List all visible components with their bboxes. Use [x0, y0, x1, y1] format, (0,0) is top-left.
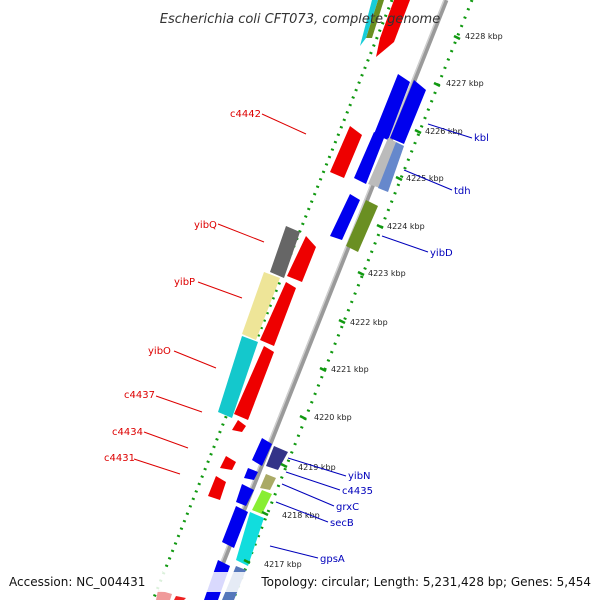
gene-label-kbl[interactable]: kbl [474, 133, 489, 144]
gene-label-yibD[interactable]: yibD [430, 248, 453, 259]
gene-c4434[interactable] [220, 456, 236, 470]
scale-tick-marks [243, 34, 461, 565]
gene-yibO-cyan[interactable] [218, 336, 258, 418]
gene-teal-top[interactable] [360, 0, 378, 46]
gene-label-grxC[interactable]: grxC [336, 502, 359, 513]
gene-yibN-a[interactable] [252, 438, 272, 466]
tick-label: 4220 kbp [314, 413, 352, 422]
gene-tdh-grey[interactable] [368, 138, 396, 188]
gene-grxC-a[interactable] [236, 484, 254, 506]
gene-label-c4434[interactable]: c4434 [112, 427, 143, 438]
gene-label-yibQ[interactable]: yibQ [194, 220, 217, 231]
topology-text: Topology: circular; Length: 5,231,428 bp… [260, 575, 591, 589]
tick-label: 4218 kbp [282, 511, 320, 520]
gene-c4431[interactable] [208, 476, 226, 500]
gene-label-c4437[interactable]: c4437 [124, 390, 155, 401]
gene-secB-lime[interactable] [252, 490, 272, 514]
gene-red-top[interactable] [376, 0, 410, 57]
tick-label: 4223 kbp [368, 269, 406, 278]
gene-yibP-yellow[interactable] [242, 272, 280, 340]
gene-yibO-red[interactable] [234, 346, 274, 420]
gene-bottom-pink[interactable] [156, 590, 172, 600]
tick-label: 4219 kbp [298, 463, 336, 472]
gene-bottom-red[interactable] [174, 596, 186, 600]
gene-yibQ-red[interactable] [287, 236, 316, 282]
gene-c4437[interactable] [232, 420, 246, 432]
gene-tdh-a[interactable] [354, 132, 384, 184]
gene-olive-top[interactable] [366, 0, 384, 38]
forward-gene-labels: kbl tdh yibD yibN c4435 grxC secB gpsA [320, 133, 489, 565]
forward-leader-lines [269, 123, 473, 559]
gene-label-secB[interactable]: secB [330, 518, 354, 529]
gene-label-yibP[interactable]: yibP [174, 277, 195, 288]
gene-yibP-red[interactable] [260, 282, 296, 346]
tick-label: 4224 kbp [387, 222, 425, 231]
reverse-gene-labels: c4442 yibQ yibP yibO c4437 c4434 c4431 [104, 109, 261, 464]
tick-label: 4217 kbp [264, 560, 302, 569]
accession-text: Accession: NC_004431 [9, 575, 145, 589]
gene-label-tdh[interactable]: tdh [454, 186, 471, 197]
gene-yibN-purple[interactable] [266, 446, 288, 470]
gene-label-c4431[interactable]: c4431 [104, 453, 135, 464]
gene-kbl-a[interactable] [374, 74, 410, 140]
gene-yibD-olive[interactable] [346, 200, 378, 252]
gene-c4435-a[interactable] [244, 468, 258, 480]
tick-label: 4222 kbp [350, 318, 388, 327]
map-title: Escherichia coli CFT073, complete genome [160, 12, 440, 27]
gene-secB-a[interactable] [222, 506, 248, 548]
reverse-leader-lines [133, 113, 307, 475]
gene-kbl-b[interactable] [390, 80, 426, 144]
gene-tdh-steel[interactable] [378, 142, 404, 192]
gene-c4435-khaki[interactable] [260, 474, 276, 490]
gene-label-yibN[interactable]: yibN [348, 471, 371, 482]
gene-label-c4442[interactable]: c4442 [230, 109, 261, 120]
tick-label: 4226 kbp [425, 127, 463, 136]
gene-c4442[interactable] [330, 126, 362, 178]
gene-yibQ-grey[interactable] [270, 226, 300, 278]
gene-label-yibO[interactable]: yibO [148, 346, 171, 357]
tick-label: 4221 kbp [331, 365, 369, 374]
gene-label-c4435[interactable]: c4435 [342, 486, 373, 497]
tick-label: 4227 kbp [446, 79, 484, 88]
tick-label: 4228 kbp [465, 32, 503, 41]
reverse-strand-genes [156, 0, 410, 600]
gene-yibD-blue[interactable] [330, 194, 360, 240]
gene-gpsA-cyan[interactable] [236, 512, 264, 566]
gene-label-gpsA[interactable]: gpsA [320, 554, 345, 565]
